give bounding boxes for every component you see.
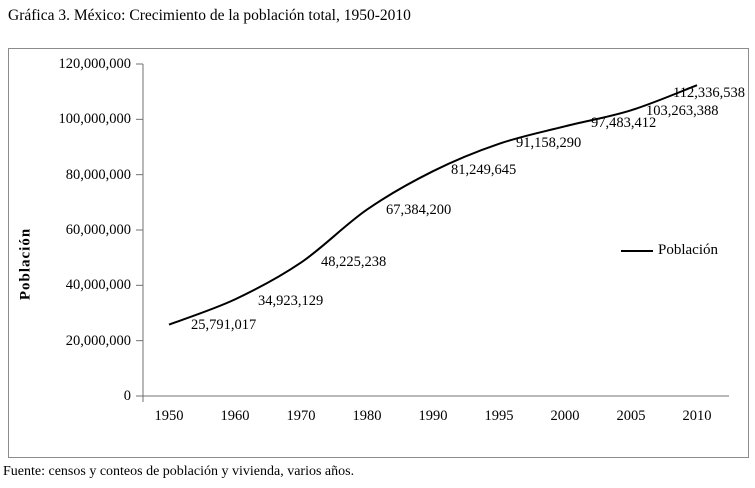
legend-line-marker — [621, 249, 653, 252]
source-note: Fuente: censos y conteos de población y … — [3, 464, 355, 479]
plot-area — [136, 63, 729, 402]
series-line-poblacion — [168, 84, 698, 326]
legend: Población — [621, 242, 718, 259]
chart-title: Gráfica 3. México: Crecimiento de la pob… — [8, 7, 411, 24]
y-axis-title: Población — [17, 227, 34, 301]
legend-label: Población — [658, 242, 718, 258]
chart-frame: 0 20,000,000 40,000,000 60,000,000 80,000,00… — [8, 48, 749, 458]
